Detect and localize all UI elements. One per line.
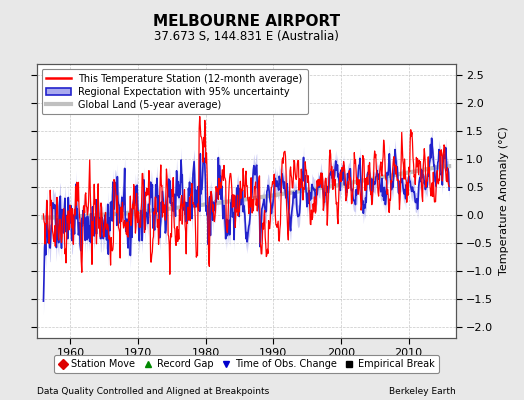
Text: MELBOURNE AIRPORT: MELBOURNE AIRPORT (152, 14, 340, 30)
Legend: This Temperature Station (12-month average), Regional Expectation with 95% uncer: This Temperature Station (12-month avera… (41, 69, 308, 114)
Text: 37.673 S, 144.831 E (Australia): 37.673 S, 144.831 E (Australia) (154, 30, 339, 43)
Y-axis label: Temperature Anomaly (°C): Temperature Anomaly (°C) (499, 127, 509, 275)
Legend: Station Move, Record Gap, Time of Obs. Change, Empirical Break: Station Move, Record Gap, Time of Obs. C… (54, 355, 439, 373)
Text: Data Quality Controlled and Aligned at Breakpoints: Data Quality Controlled and Aligned at B… (37, 387, 269, 396)
Text: Berkeley Earth: Berkeley Earth (389, 387, 456, 396)
